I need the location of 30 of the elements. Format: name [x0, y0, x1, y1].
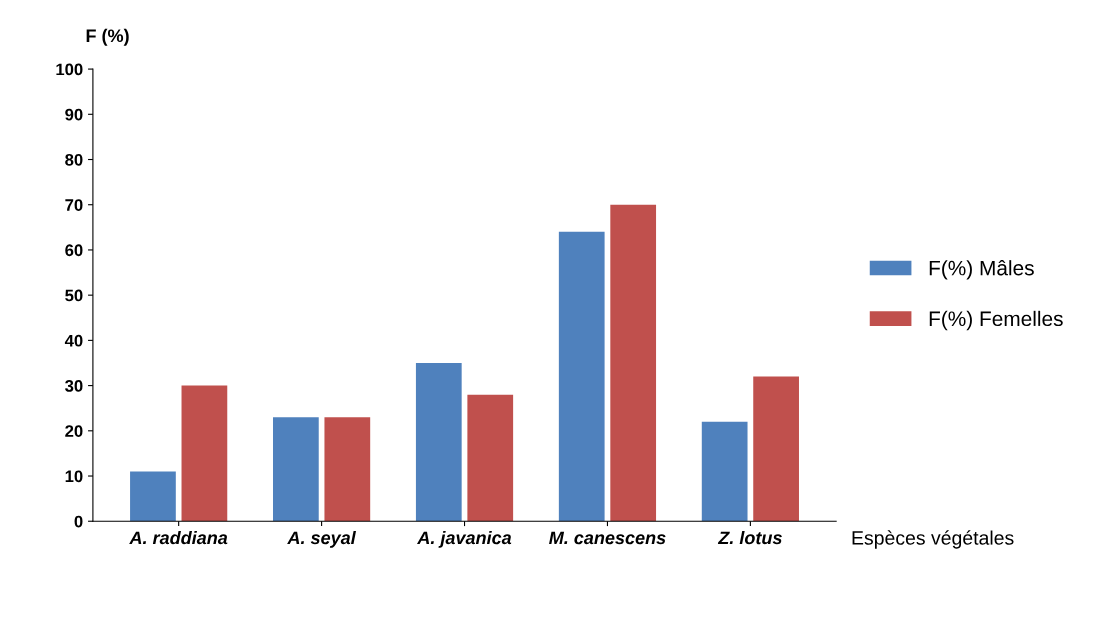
bar [273, 417, 319, 522]
bar [753, 376, 799, 522]
y-tick-label: 30 [65, 379, 83, 392]
x-tick-label: A. javanica [416, 530, 512, 548]
legend-label: F(%) Mâles [929, 260, 1034, 280]
y-tick-label: 90 [65, 108, 83, 121]
y-tick-label: 60 [65, 244, 83, 257]
x-axis-title: Espèces végétales [852, 530, 1014, 549]
x-tick-label: M. canescens [549, 531, 666, 545]
legend-label: F(%) Femelles [929, 310, 1063, 331]
bar [558, 231, 605, 522]
y-tick-label: 80 [65, 153, 83, 166]
bar [610, 204, 657, 522]
bar [467, 394, 514, 522]
bar [415, 362, 462, 522]
y-tick-label: 10 [65, 470, 83, 483]
bar [701, 421, 748, 522]
bar [130, 471, 176, 522]
bar [181, 385, 228, 522]
x-tick-label: A. raddiana [129, 530, 228, 545]
bar [324, 417, 371, 522]
y-tick-label: 100 [56, 63, 83, 76]
y-tick-label: 0 [74, 515, 83, 528]
y-tick-label: 70 [65, 199, 83, 211]
x-tick-label: Z. lotus [717, 530, 782, 545]
y-tick-label: 20 [65, 425, 83, 438]
y-tick-label: 40 [64, 334, 83, 347]
x-tick-label: A. seyal [287, 530, 357, 548]
y-axis-title: F (%) [86, 28, 129, 46]
y-tick-label: 50 [65, 289, 83, 302]
